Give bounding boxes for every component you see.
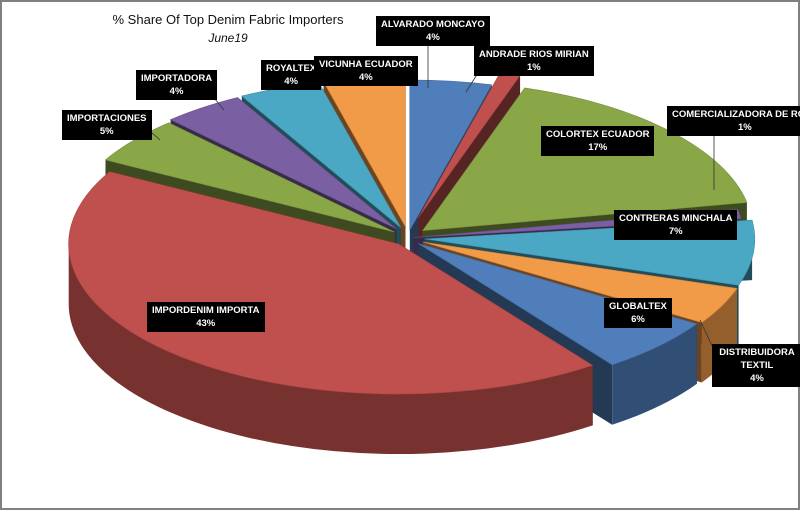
label-colortex-ecuador: COLORTEX ECUADOR 17%	[541, 126, 655, 156]
label-impordenim-importa: IMPORDENIM IMPORTA 43%	[147, 302, 265, 332]
label-importaciones: IMPORTACIONES 5%	[62, 110, 152, 140]
label-distribuidora-textil: DISTRIBUIDORA TEXTIL 4%	[712, 344, 800, 387]
pie-slice-importadora	[169, 97, 397, 230]
slice-rim-6	[612, 323, 697, 425]
label-andrade-rios-mirian: ANDRADE RIOS MIRIAN 1%	[474, 46, 594, 76]
chart-title: % Share Of Top Denim Fabric Importers	[112, 12, 344, 27]
label-vicunha-ecuador: VICUNHA ECUADOR 4%	[314, 56, 418, 86]
label-importadora: IMPORTADORA 4%	[136, 70, 218, 100]
leader-line-andrade-rios-mirian	[465, 72, 479, 93]
pie-slice-importaciones	[104, 122, 395, 233]
label-alvarado-moncayo: ALVARADO MONCAYO 4%	[376, 16, 490, 46]
label-globaltex: GLOBALTEX 6%	[604, 298, 672, 328]
label-comercializadora-de-ropa: COMERCIALIZADORA DE ROPA1%	[667, 106, 800, 136]
pie-slice-impordenim-importa	[68, 171, 594, 395]
chart-subtitle: June19	[208, 31, 248, 45]
slice-rim-7	[68, 244, 593, 455]
label-contreras-minchala: CONTRERAS MINCHALA 7%	[614, 210, 738, 240]
leader-line-distribuidora-textil	[699, 319, 715, 351]
label-royaltex: ROYALTEX 4%	[261, 60, 322, 90]
pie-slice-globaltex	[418, 243, 698, 366]
